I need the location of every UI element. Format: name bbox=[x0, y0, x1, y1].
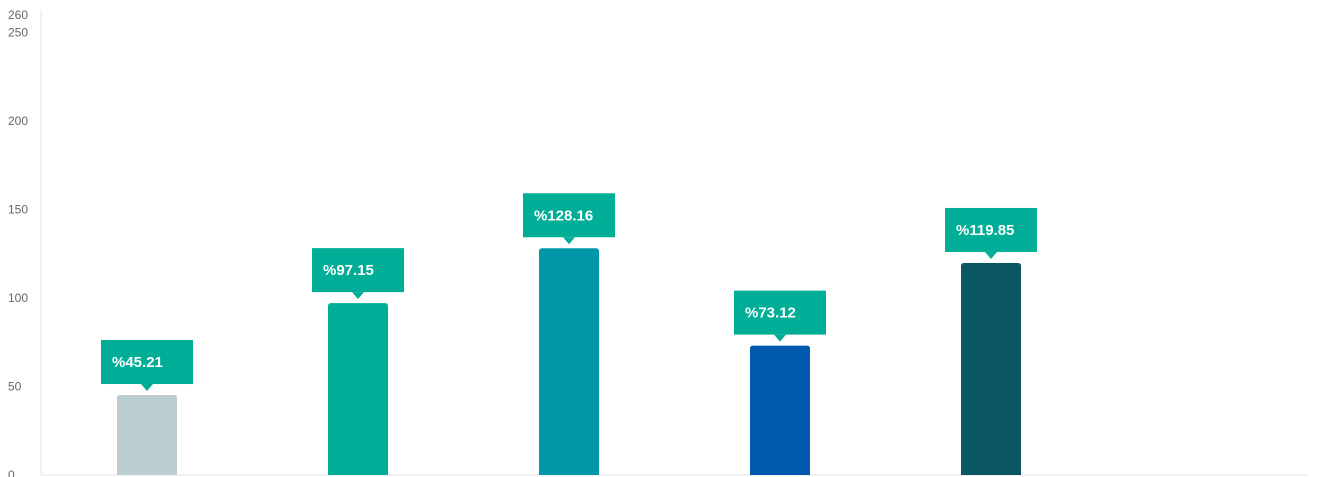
bar bbox=[117, 395, 177, 475]
value-label-caret bbox=[774, 334, 786, 342]
bars bbox=[117, 248, 1021, 475]
bar bbox=[750, 345, 810, 475]
y-tick-label: 200 bbox=[8, 114, 28, 128]
value-label: %119.85 bbox=[956, 222, 1014, 239]
value-label-box bbox=[945, 207, 1037, 252]
bar bbox=[328, 303, 388, 475]
value-label-caret bbox=[985, 251, 997, 259]
value-label-box bbox=[101, 340, 193, 385]
y-tick-label: 50 bbox=[8, 380, 22, 394]
value-label-caret bbox=[563, 237, 575, 245]
value-label-caret bbox=[141, 384, 153, 392]
y-tick-label: 250 bbox=[8, 26, 28, 40]
value-labels: %45.21 %97.15 %128.16 %73.12 %119.85 bbox=[101, 193, 1037, 392]
y-tick-label: 260 bbox=[8, 8, 28, 22]
value-label: %45.21 bbox=[112, 354, 163, 371]
value-label-box bbox=[734, 290, 826, 335]
value-label-caret bbox=[352, 292, 364, 300]
value-label-box bbox=[523, 193, 615, 238]
value-label: %97.15 bbox=[323, 262, 374, 279]
value-label-box bbox=[312, 248, 404, 293]
bar bbox=[539, 248, 599, 475]
y-axis: 0 50 100 150 200 250 260 bbox=[8, 8, 1307, 477]
y-tick-label: 100 bbox=[8, 291, 28, 305]
value-label: %73.12 bbox=[745, 305, 796, 322]
y-tick-label: 0 bbox=[8, 468, 15, 477]
y-tick-label: 150 bbox=[8, 203, 28, 217]
value-label: %128.16 bbox=[534, 207, 593, 224]
bar bbox=[961, 262, 1021, 475]
